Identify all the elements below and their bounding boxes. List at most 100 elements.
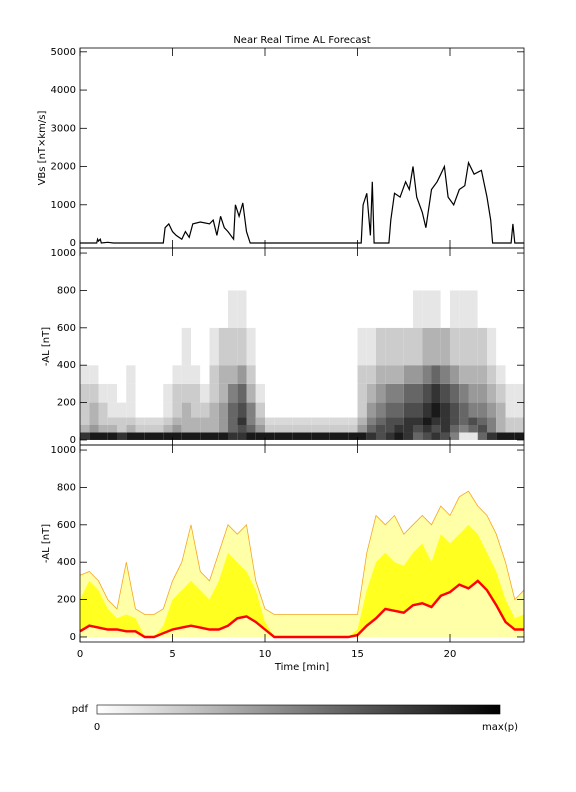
heat-cell xyxy=(311,402,321,418)
y-tick-label: 1000 xyxy=(51,200,76,211)
heat-cell xyxy=(477,383,487,403)
heat-cell xyxy=(505,383,515,403)
heat-cell xyxy=(459,365,469,384)
heat-cell xyxy=(385,365,395,384)
heat-cell xyxy=(200,432,210,440)
heat-cell xyxy=(339,425,349,433)
heat-cell xyxy=(468,432,478,440)
heat-cell xyxy=(126,417,136,426)
heat-cell xyxy=(200,425,210,433)
heat-cell xyxy=(487,425,497,433)
y-axis-label: -AL [nT] xyxy=(41,327,52,366)
heat-cell xyxy=(246,383,256,403)
heat-cell xyxy=(172,290,182,328)
heat-cell xyxy=(376,425,386,433)
heat-cell xyxy=(163,290,173,328)
heat-cell xyxy=(209,425,219,433)
heat-cell xyxy=(394,402,404,418)
heat-cell xyxy=(496,425,506,433)
heat-cell xyxy=(255,365,265,384)
heat-cell xyxy=(209,432,219,440)
heat-cell xyxy=(450,290,460,328)
heat-cell xyxy=(80,402,90,418)
heat-cell xyxy=(246,290,256,328)
heat-cell xyxy=(107,290,117,328)
heat-cell xyxy=(265,402,275,418)
heat-cell xyxy=(172,417,182,426)
heat-cell xyxy=(181,365,191,384)
heat-cell xyxy=(468,383,478,403)
panel: 0 200 400 600 800 1000 0 5 10 15 20 -AL [nT] Time [m… xyxy=(41,444,525,673)
heat-cell xyxy=(376,290,386,328)
heat-cell xyxy=(98,417,108,426)
heat-cell xyxy=(154,383,164,403)
heat-cell xyxy=(302,365,312,384)
heat-cell xyxy=(191,365,201,384)
heat-cell xyxy=(181,383,191,403)
heat-cell xyxy=(431,402,441,418)
y-tick-label: 0 xyxy=(70,632,76,643)
heat-cell xyxy=(154,327,164,366)
y-tick-label: 800 xyxy=(57,482,76,493)
heat-cell xyxy=(98,290,108,328)
heat-cell xyxy=(394,432,404,440)
heat-cell xyxy=(255,383,265,403)
heat-cell xyxy=(135,383,145,403)
heat-cell xyxy=(311,425,321,433)
heat-cell xyxy=(98,365,108,384)
heat-cell xyxy=(144,290,154,328)
heat-cell xyxy=(200,402,210,418)
heat-cell xyxy=(89,290,99,328)
heat-cell xyxy=(302,327,312,366)
band-area xyxy=(80,524,524,637)
heat-cell xyxy=(283,365,293,384)
heat-cell xyxy=(255,327,265,366)
heat-cell xyxy=(154,432,164,440)
heat-cell xyxy=(255,290,265,328)
heat-cell xyxy=(209,327,219,366)
heat-cell xyxy=(514,290,524,328)
y-axis-label: -AL [nT] xyxy=(41,524,52,563)
heat-cell xyxy=(348,425,358,433)
heat-cell xyxy=(117,365,127,384)
heat-cell xyxy=(302,290,312,328)
heat-cell xyxy=(80,383,90,403)
y-tick-label: 1000 xyxy=(51,445,76,456)
heat-cell xyxy=(80,290,90,328)
heat-cell xyxy=(265,327,275,366)
heat-cell xyxy=(292,383,302,403)
heat-cell xyxy=(376,365,386,384)
x-tick-label: 20 xyxy=(444,649,457,660)
heat-cell xyxy=(117,425,127,433)
heat-cell xyxy=(144,402,154,418)
heat-cell xyxy=(274,432,284,440)
heat-cell xyxy=(80,327,90,366)
heat-cell xyxy=(237,383,247,403)
heat-cell xyxy=(80,425,90,433)
heat-cell xyxy=(237,290,247,328)
y-tick-label: 0 xyxy=(70,435,76,446)
heat-cell xyxy=(514,365,524,384)
heat-cell xyxy=(218,417,228,426)
heat-cell xyxy=(357,383,367,403)
vbs-line xyxy=(80,160,524,244)
heat-cell xyxy=(237,327,247,366)
heat-cell xyxy=(477,417,487,426)
heat-cell xyxy=(255,402,265,418)
heat-cell xyxy=(163,432,173,440)
heat-cell xyxy=(274,327,284,366)
heat-cell xyxy=(339,383,349,403)
heat-cell xyxy=(292,290,302,328)
heat-cell xyxy=(348,417,358,426)
heat-cell xyxy=(255,425,265,433)
heat-cell xyxy=(89,432,99,440)
y-axis-label: VBs [nT×km/s] xyxy=(37,110,48,185)
heat-cell xyxy=(477,425,487,433)
heat-cell xyxy=(181,417,191,426)
heat-cell xyxy=(163,402,173,418)
heat-cell xyxy=(348,365,358,384)
heat-cell xyxy=(385,327,395,366)
heat-cell xyxy=(376,417,386,426)
heat-cell xyxy=(172,402,182,418)
heat-cell xyxy=(505,290,515,328)
